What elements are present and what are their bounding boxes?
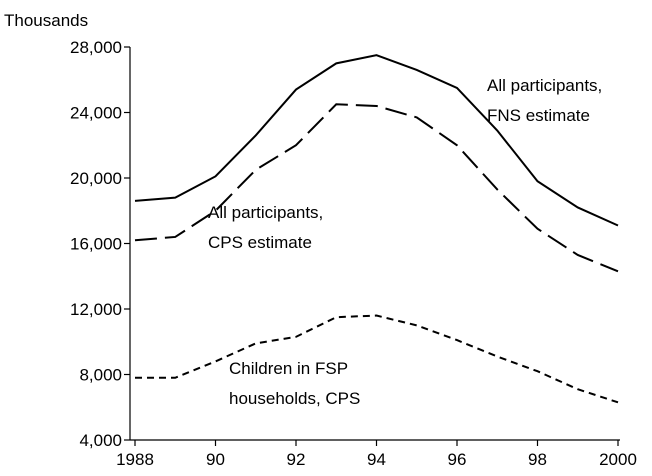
y-tick-label: 24,000 — [70, 104, 122, 123]
series-label: All participants, — [487, 76, 602, 95]
y-tick-label: 16,000 — [70, 235, 122, 254]
y-tick-label: 20,000 — [70, 169, 122, 188]
series-label: households, CPS — [229, 389, 360, 408]
x-tick-label: 94 — [367, 450, 386, 469]
y-tick-label: 28,000 — [70, 38, 122, 57]
x-tick-label: 1988 — [116, 450, 154, 469]
x-tick-label: 2000 — [599, 450, 637, 469]
y-tick-label: 12,000 — [70, 300, 122, 319]
series-label: All participants, — [208, 203, 323, 222]
y-tick-label: 8,000 — [79, 366, 122, 385]
series-line — [135, 314, 619, 404]
y-axis-label: Thousands — [4, 11, 88, 30]
series-label: CPS estimate — [208, 233, 312, 252]
x-tick-label: 90 — [206, 450, 225, 469]
series-line — [134, 103, 619, 273]
series-label: Children in FSP — [229, 359, 348, 378]
x-tick-label: 98 — [528, 450, 547, 469]
x-tick-label: 92 — [287, 450, 306, 469]
x-tick-label: 96 — [448, 450, 467, 469]
series-label: FNS estimate — [487, 106, 590, 125]
series-line — [134, 54, 619, 227]
y-tick-label: 4,000 — [79, 431, 122, 450]
